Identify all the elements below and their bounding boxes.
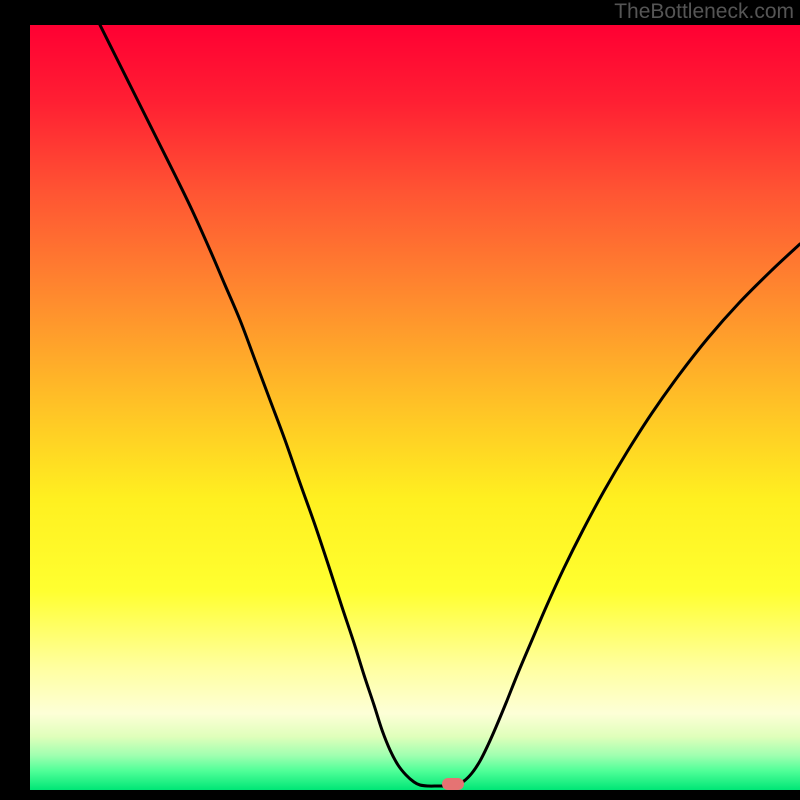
watermark-text: TheBottleneck.com (614, 0, 794, 24)
chart-container: TheBottleneck.com (0, 0, 800, 800)
gradient-background (30, 25, 800, 790)
chart-svg (0, 0, 800, 800)
optimal-point-marker (442, 778, 464, 790)
